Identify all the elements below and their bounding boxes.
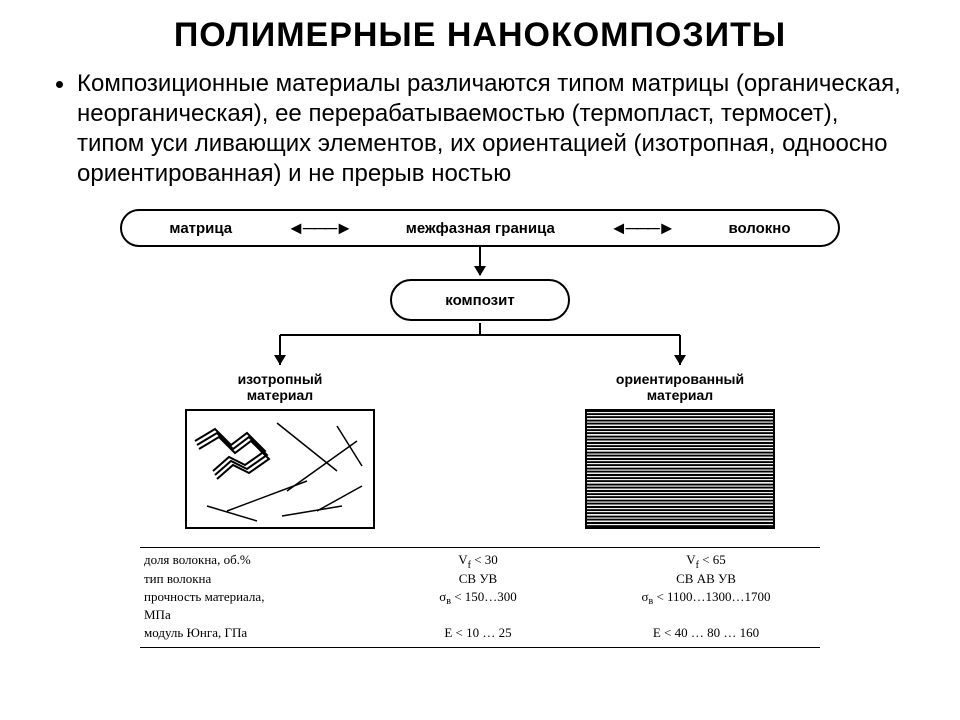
bullet-item: Композиционные материалы различаются тип…	[56, 69, 904, 189]
split-connector	[120, 323, 840, 375]
prop-ori: E < 40 … 80 … 160	[596, 625, 816, 641]
top-node-center: межфазная граница	[406, 220, 555, 237]
table-row: тип волокна СВ УВ СВ АВ УВ	[140, 571, 820, 589]
branch-isotropic: изотропныйматериал	[150, 371, 410, 529]
prop-ori: σв < 1100…1300…1700	[596, 589, 816, 608]
bullet-dot-icon	[56, 81, 63, 88]
isotropic-sample	[185, 409, 375, 529]
body: Композиционные материалы различаются тип…	[0, 69, 960, 189]
paragraph-text: Композиционные материалы различаются тип…	[77, 69, 904, 189]
table-row: доля волокна, об.% Vf < 30 Vf < 65	[140, 552, 820, 571]
branch-right-label: ориентированныйматериал	[550, 371, 810, 403]
arrow-icon: ◄───►	[287, 218, 351, 239]
flow-diagram: матрица ◄───► межфазная граница ◄───► во…	[120, 209, 840, 648]
mid-node: композит	[390, 279, 570, 321]
table-row: модуль Юнга, ГПа E < 10 … 25 E < 40 … 80 ……	[140, 625, 820, 643]
prop-iso: Vf < 30	[368, 552, 588, 571]
top-node: матрица ◄───► межфазная граница ◄───► во…	[120, 209, 840, 247]
slide-title: ПОЛИМЕРНЫЕ НАНОКОМПОЗИТЫ	[0, 0, 960, 63]
table-row: МПа	[140, 607, 820, 625]
table-row: прочность материала, σв < 150…300 σв < 110…	[140, 589, 820, 608]
prop-iso: СВ УВ	[368, 571, 588, 587]
prop-label: модуль Юнга, ГПа	[140, 625, 360, 641]
prop-label: МПа	[140, 607, 360, 623]
branch-left-label: изотропныйматериал	[150, 371, 410, 403]
branches: изотропныйматериал ориентированныйматери…	[120, 371, 840, 529]
arrow-icon: ◄───►	[610, 218, 674, 239]
prop-iso: E < 10 … 25	[368, 625, 588, 641]
prop-iso: σв < 150…300	[368, 589, 588, 608]
prop-label: доля волокна, об.%	[140, 552, 360, 568]
branch-oriented: ориентированныйматериал	[550, 371, 810, 529]
connector-down	[120, 247, 840, 275]
oriented-sample	[585, 409, 775, 529]
prop-label: тип волокна	[140, 571, 360, 587]
prop-label: прочность материала,	[140, 589, 360, 605]
mid-node-label: композит	[445, 292, 514, 309]
top-node-right: волокно	[728, 220, 790, 237]
prop-ori: СВ АВ УВ	[596, 571, 816, 587]
properties-table: доля волокна, об.%Vf < 30Vf < 65тип воло…	[140, 547, 820, 648]
prop-ori: Vf < 65	[596, 552, 816, 571]
top-node-left: матрица	[169, 220, 232, 237]
